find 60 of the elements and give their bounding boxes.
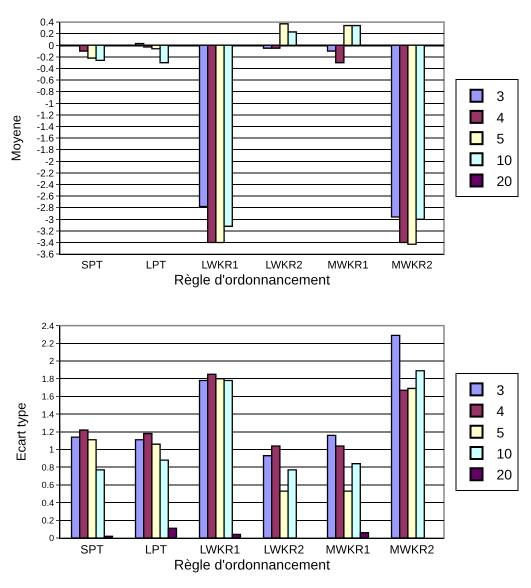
y-tick-label: 1.2	[42, 426, 54, 437]
y-tick-label: -2.8	[36, 203, 54, 214]
legend-label: 5	[496, 424, 505, 440]
y-tick-label: 0.8	[42, 462, 54, 472]
legend-label: 20	[496, 466, 512, 483]
y-tick-label: -1.4	[36, 122, 54, 133]
legend-label: 5	[496, 130, 505, 147]
y-tick-label: -1.2	[36, 110, 54, 122]
y-axis-title: Moyene	[8, 114, 24, 162]
y-tick-label: -1.8	[36, 145, 54, 156]
x-tick-label: MWKR2	[392, 259, 432, 272]
y-axis-title: Ecart type	[14, 402, 29, 462]
x-axis-title: Règle d'ordonnancement	[174, 556, 330, 573]
y-tick-label: 0.2	[40, 29, 54, 40]
y-tick-label: -2.2	[36, 168, 54, 180]
x-tick-label: LWKR2	[264, 542, 305, 556]
x-tick-label: LWKR2	[265, 259, 303, 272]
y-tick-label: -0.4	[36, 64, 54, 75]
legend-label: 20	[496, 172, 512, 189]
x-tick-label: LPT	[146, 259, 166, 272]
y-tick-label: -2	[45, 156, 54, 168]
y-tick-label: 2.4	[42, 320, 54, 331]
x-axis-title: Règle d'ordonnancement	[174, 272, 330, 288]
legend-label: 4	[496, 109, 505, 126]
x-tick-label: MWKR2	[390, 542, 435, 556]
legend-label: 10	[496, 152, 512, 168]
y-tick-label: 1.6	[42, 392, 54, 402]
y-tick-label: 1	[49, 444, 54, 455]
legend-label: 3	[496, 88, 505, 104]
x-tick-label: MWKR1	[326, 542, 371, 556]
y-tick-label: 1.8	[42, 374, 54, 384]
y-tick-label: -3	[45, 214, 54, 226]
legend-label: 4	[496, 403, 505, 420]
y-tick-label: -1	[45, 98, 54, 110]
y-tick-label: -0.2	[36, 52, 54, 64]
x-tick-label: SPT	[81, 259, 103, 272]
y-tick-label: 0	[48, 40, 54, 52]
y-tick-label: -3.6	[36, 250, 54, 261]
x-tick-label: LPT	[144, 542, 168, 556]
x-tick-label: LWKR1	[200, 542, 241, 556]
y-tick-label: -1.6	[36, 134, 54, 145]
y-tick-label: 2	[49, 356, 54, 366]
y-tick-label: 0.4	[42, 498, 54, 508]
y-tick-label: -0.6	[36, 76, 54, 87]
y-tick-label: -0.8	[36, 87, 54, 98]
y-tick-label: 0	[49, 533, 54, 544]
y-tick-label: -3.2	[36, 226, 54, 238]
y-tick-label: 0.2	[42, 515, 54, 526]
y-tick-label: 0.4	[40, 18, 54, 29]
legend-label: 10	[496, 445, 512, 462]
y-tick-label: 0.6	[42, 480, 54, 490]
y-tick-label: 2.2	[42, 338, 54, 348]
x-tick-label: SPT	[80, 542, 104, 556]
legend-label: 3	[496, 382, 505, 398]
y-tick-label: -2.4	[36, 180, 54, 192]
x-tick-label: LWKR1	[201, 259, 239, 272]
x-tick-label: MWKR1	[328, 259, 368, 272]
y-tick-label: -2.6	[36, 192, 54, 203]
y-tick-label: 1.4	[42, 409, 54, 420]
y-tick-label: -3.4	[36, 238, 54, 250]
